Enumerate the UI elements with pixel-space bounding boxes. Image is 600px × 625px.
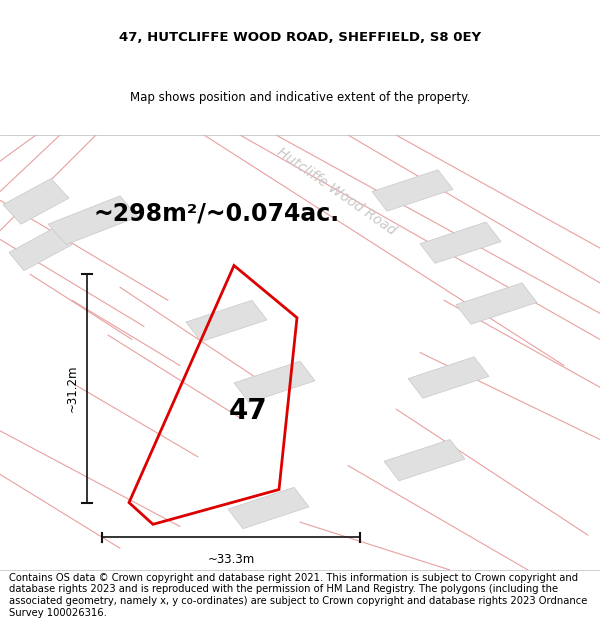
Text: Contains OS data © Crown copyright and database right 2021. This information is : Contains OS data © Crown copyright and d… bbox=[9, 572, 587, 618]
Text: ~31.2m: ~31.2m bbox=[65, 364, 79, 412]
Polygon shape bbox=[48, 196, 138, 244]
Polygon shape bbox=[408, 357, 489, 398]
Text: 47: 47 bbox=[229, 398, 268, 425]
Polygon shape bbox=[384, 439, 465, 481]
Text: ~33.3m: ~33.3m bbox=[208, 552, 254, 566]
Text: Hutcliffe Wood Road: Hutcliffe Wood Road bbox=[274, 145, 398, 238]
Polygon shape bbox=[372, 170, 453, 211]
Text: 47, HUTCLIFFE WOOD ROAD, SHEFFIELD, S8 0EY: 47, HUTCLIFFE WOOD ROAD, SHEFFIELD, S8 0… bbox=[119, 31, 481, 44]
Polygon shape bbox=[228, 488, 309, 529]
Text: Map shows position and indicative extent of the property.: Map shows position and indicative extent… bbox=[130, 91, 470, 104]
Polygon shape bbox=[456, 283, 537, 324]
Polygon shape bbox=[420, 222, 501, 263]
Polygon shape bbox=[3, 179, 69, 224]
Polygon shape bbox=[234, 361, 315, 403]
Polygon shape bbox=[186, 300, 267, 342]
Text: ~298m²/~0.074ac.: ~298m²/~0.074ac. bbox=[93, 201, 339, 225]
Polygon shape bbox=[9, 226, 72, 271]
